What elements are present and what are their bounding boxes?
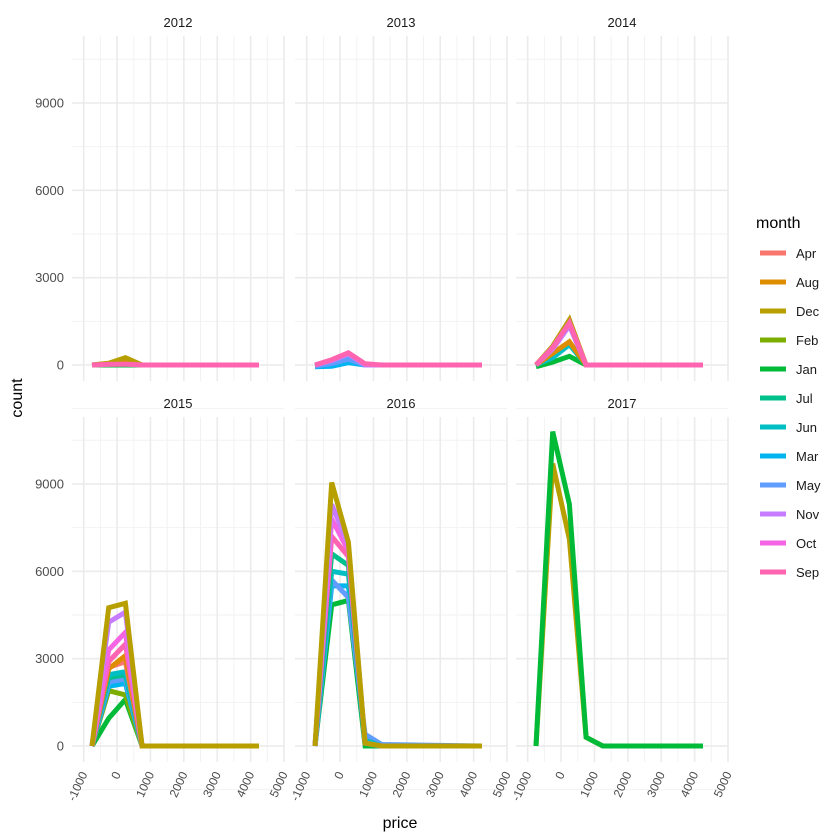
series-line-dec	[89, 600, 259, 749]
y-tick-label: 3000	[35, 270, 64, 285]
y-tick-label: 9000	[35, 95, 64, 110]
legend-item-may: May	[760, 478, 821, 493]
series-line-sep	[534, 317, 703, 368]
facet-panel-2014: 2014	[516, 15, 729, 410]
legend-item-jun: Jun	[760, 420, 817, 435]
legend-label: Jul	[796, 391, 813, 406]
legend-item-jul: Jul	[760, 391, 813, 406]
series-line-dec	[312, 481, 482, 749]
y-tick-label: 0	[57, 738, 64, 753]
legend-label: Nov	[796, 507, 820, 522]
y-tick-label: 6000	[35, 183, 64, 198]
facet-strip-label: 2012	[164, 15, 193, 30]
legend-item-jan: Jan	[760, 362, 817, 377]
legend-label: Sep	[796, 565, 819, 580]
legend-label: Jun	[796, 420, 817, 435]
y-tick-label: 9000	[35, 476, 64, 491]
legend-item-sep: Sep	[760, 565, 819, 580]
legend-item-oct: Oct	[760, 536, 817, 551]
legend-item-dec: Dec	[760, 304, 820, 319]
facet-panel-2012: 2012 0 3000 6000 9000	[35, 15, 285, 410]
legend-item-feb: Feb	[760, 333, 818, 348]
y-tick-label: 3000	[35, 651, 64, 666]
facet-panel-2013: 2013	[295, 15, 508, 410]
x-axis-title: price	[383, 815, 418, 832]
legend-item-mar: Mar	[760, 449, 819, 464]
legend-item-apr: Apr	[760, 246, 817, 261]
facet-strip-label: 2016	[387, 396, 416, 411]
legend-label: Oct	[796, 536, 817, 551]
legend-label: Dec	[796, 304, 820, 319]
facet-strip-label: 2017	[608, 396, 637, 411]
legend-label: Feb	[796, 333, 818, 348]
legend-label: Mar	[796, 449, 819, 464]
facet-strip-label: 2015	[164, 396, 193, 411]
legend-label: Aug	[796, 275, 819, 290]
legend-label: Apr	[796, 246, 817, 261]
facet-strip-label: 2014	[608, 15, 637, 30]
series-line-jan	[533, 431, 703, 749]
series-line-sep	[314, 349, 482, 368]
legend-title: month	[756, 215, 800, 232]
y-tick-label: 0	[57, 357, 64, 372]
legend-item-nov: Nov	[760, 507, 820, 522]
facet-strip-label: 2013	[387, 15, 416, 30]
legend-label: Jan	[796, 362, 817, 377]
y-axis-title: count	[9, 378, 26, 418]
legend: month Apr Aug Dec Feb Jan Jul Jun Mar May Nov Oct S…	[756, 215, 821, 580]
legend-item-aug: Aug	[760, 275, 819, 290]
legend-label: May	[796, 478, 821, 493]
facet-panels: 2012 0 3000 6000 9000 2013 2014 2015 0 3000 6000 90…	[35, 15, 735, 803]
y-tick-label: 6000	[35, 564, 64, 579]
series-line-sep	[91, 361, 259, 368]
